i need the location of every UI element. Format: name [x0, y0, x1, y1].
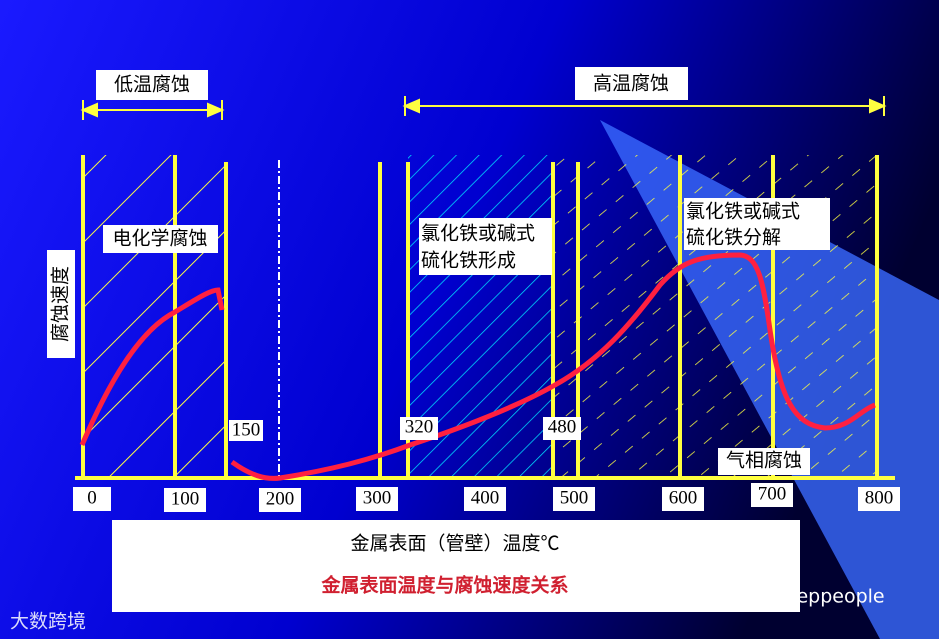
curve-high — [230, 252, 876, 481]
y-axis-label: 腐蚀速度 — [50, 266, 72, 342]
x-tick-label: 200 — [266, 488, 295, 509]
x-tick-label: 700 — [758, 483, 787, 504]
x-axis-title: 金属表面（管壁）温度℃ — [350, 532, 559, 554]
grid-lines — [75, 155, 895, 480]
watermark: 大数跨境 — [10, 611, 86, 633]
zone-label: 硫化铁分解 — [686, 227, 781, 249]
label-boxes — [47, 67, 900, 612]
caption: 金属表面温度与腐蚀速度关系 — [320, 573, 568, 596]
zone-label: 氯化铁或碱式 — [686, 201, 800, 223]
zone-label: 氯化铁或碱式 — [421, 223, 535, 245]
boundary-label: 320 — [405, 416, 434, 437]
x-tick-label: 100 — [171, 488, 200, 509]
range-arrows — [80, 96, 887, 120]
boundary-label: 150 — [232, 419, 261, 440]
zone-label: 气相腐蚀 — [726, 450, 802, 472]
x-tick-label: 300 — [363, 487, 392, 508]
x-tick-label: 800 — [865, 487, 894, 508]
zone-label: 电化学腐蚀 — [112, 228, 207, 250]
zone-label: 硫化铁形成 — [421, 250, 516, 272]
watermark: 微信号: eppeople — [727, 586, 885, 608]
x-tick-label: 400 — [471, 487, 500, 508]
x-tick-label: 500 — [560, 487, 589, 508]
curve-low — [79, 287, 225, 446]
x-tick-label: 600 — [669, 487, 698, 508]
high-temp-label: 高温腐蚀 — [593, 73, 669, 95]
boundary-label: 480 — [548, 416, 577, 437]
low-temp-label: 低温腐蚀 — [114, 74, 190, 96]
x-tick-label: 0 — [87, 487, 97, 508]
